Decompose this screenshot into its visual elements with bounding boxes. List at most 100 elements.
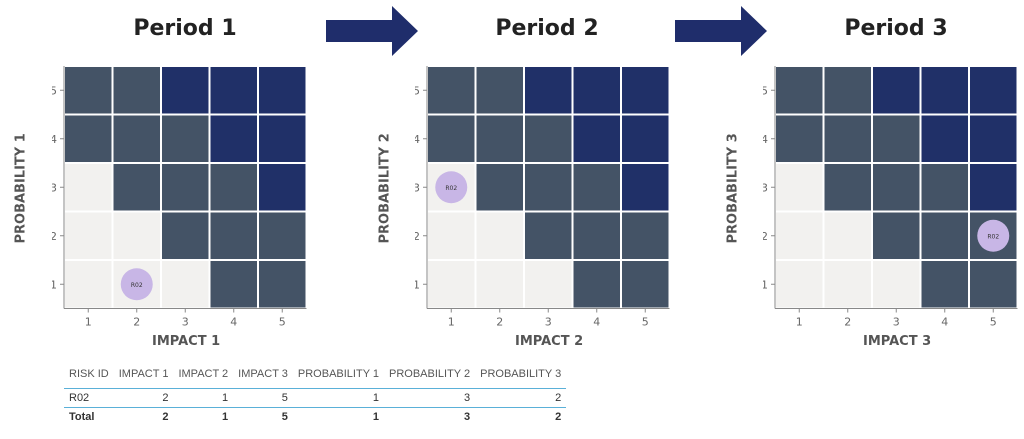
cell-impact-1: 2 — [113, 388, 174, 408]
total-impact-3: 5 — [281, 411, 288, 423]
x-tick-label: 2 — [496, 316, 503, 329]
matrix-cell — [620, 162, 671, 213]
y-tick-label: 3 — [763, 181, 768, 194]
matrix-cell — [919, 162, 970, 213]
y-tick-label: 3 — [415, 181, 420, 194]
x-tick-label: 3 — [893, 316, 900, 329]
matrix-cell — [160, 113, 211, 164]
risk-point-label: R02 — [131, 282, 143, 289]
table-row: R02 2 1 5 1 3 2 — [64, 388, 567, 408]
y-tick-label: 1 — [415, 278, 420, 291]
matrix-cell — [208, 113, 259, 164]
matrix-cell — [571, 259, 622, 310]
matrix-cell — [208, 210, 259, 261]
matrix-cell — [871, 65, 922, 116]
x-tick-label: 4 — [941, 316, 948, 329]
cell-probability-3: 2 — [475, 388, 567, 408]
matrix-cell — [822, 113, 873, 164]
x-axis-label-2: IMPACT 2 — [515, 334, 584, 349]
matrix-cell — [160, 259, 211, 310]
risk-point[interactable] — [977, 219, 1010, 252]
matrix-cell — [968, 65, 1019, 116]
matrix-cell — [871, 162, 922, 213]
x-tick-label: 2 — [133, 316, 140, 329]
y-tick-label: 2 — [52, 230, 57, 243]
x-axis-label-1: IMPACT 1 — [152, 334, 221, 349]
matrix-cell — [63, 210, 114, 261]
period-3-title: Period 3 — [844, 16, 948, 41]
matrix-cell — [474, 259, 525, 310]
y-tick-label: 5 — [415, 84, 420, 97]
matrix-cell — [822, 210, 873, 261]
matrix-cell — [160, 65, 211, 116]
matrix-cell — [523, 65, 574, 116]
y-tick-label: 2 — [415, 230, 420, 243]
y-tick-label: 2 — [763, 230, 768, 243]
matrix-cell — [111, 113, 162, 164]
y-axis-label-1: PROBABILITY 1 — [13, 133, 29, 244]
y-tick-label: 4 — [763, 133, 768, 146]
matrix-cell — [474, 113, 525, 164]
matrix-cell — [571, 113, 622, 164]
matrix-cell — [523, 210, 574, 261]
x-axis-label-3: IMPACT 3 — [863, 334, 932, 349]
matrix-cell — [620, 65, 671, 116]
matrix-cell — [571, 65, 622, 116]
matrix-cell — [968, 113, 1019, 164]
matrix-cell — [620, 210, 671, 261]
matrix-cell — [426, 113, 477, 164]
x-tick-label: 3 — [182, 316, 189, 329]
y-axis-label-2: PROBABILITY 2 — [377, 133, 393, 244]
matrix-cell — [426, 65, 477, 116]
x-tick-label: 1 — [796, 316, 803, 329]
x-tick-label: 4 — [230, 316, 237, 329]
matrix-cell — [620, 259, 671, 310]
total-impact-1: 2 — [162, 411, 169, 423]
y-tick-label: 5 — [763, 84, 768, 97]
header-impact-1: IMPACT 1 — [118, 368, 169, 380]
matrix-cell — [257, 210, 308, 261]
matrix-cell — [257, 259, 308, 310]
total-probability-1: 1 — [372, 411, 379, 423]
matrix-cell — [111, 162, 162, 213]
risk-matrix-period-1: 1 2 3 4 5 1 2 3 4 5 R02 — [52, 65, 308, 329]
total-label: Total — [69, 411, 95, 423]
matrix-cell — [160, 162, 211, 213]
risk-matrix-period-3: 1 2 3 4 5 1 2 3 4 5 R02 — [763, 65, 1019, 329]
cell-probability-2: 3 — [384, 388, 476, 408]
matrix-cell — [426, 259, 477, 310]
matrix-cell — [571, 210, 622, 261]
risk-point-label: R02 — [987, 233, 999, 240]
x-tick-label: 1 — [448, 316, 455, 329]
period-2-title: Period 2 — [495, 16, 599, 41]
matrix-cell — [426, 210, 477, 261]
matrix-cell — [968, 259, 1019, 310]
matrix-cell — [919, 65, 970, 116]
y-tick-label: 4 — [415, 133, 420, 146]
matrix-cell — [111, 210, 162, 261]
matrix-cell — [523, 162, 574, 213]
x-tick-label: 3 — [545, 316, 552, 329]
table-total-row: Total 2 1 5 1 3 2 — [64, 408, 566, 427]
matrix-cell — [919, 259, 970, 310]
header-impact-3: IMPACT 3 — [238, 368, 288, 380]
risk-point-label: R02 — [445, 185, 457, 192]
total-probability-3: 2 — [555, 411, 562, 423]
risk-point[interactable] — [435, 171, 468, 204]
header-impact-2: IMPACT 2 — [178, 368, 229, 380]
matrix-cell — [523, 113, 574, 164]
risk-point[interactable] — [120, 268, 153, 301]
matrix-cell — [822, 162, 873, 213]
matrix-cell — [63, 113, 114, 164]
matrix-cell — [774, 210, 825, 261]
matrix-cell — [63, 259, 114, 310]
y-tick-label: 3 — [52, 181, 57, 194]
matrix-cell — [822, 259, 873, 310]
matrix-cell — [822, 65, 873, 116]
matrix-cell — [474, 65, 525, 116]
header-probability-2: PROBABILITY 2 — [389, 368, 471, 380]
matrix-cell — [208, 65, 259, 116]
matrix-cell — [774, 162, 825, 213]
total-probability-2: 3 — [463, 411, 471, 423]
right-arrow-icon — [675, 6, 767, 56]
